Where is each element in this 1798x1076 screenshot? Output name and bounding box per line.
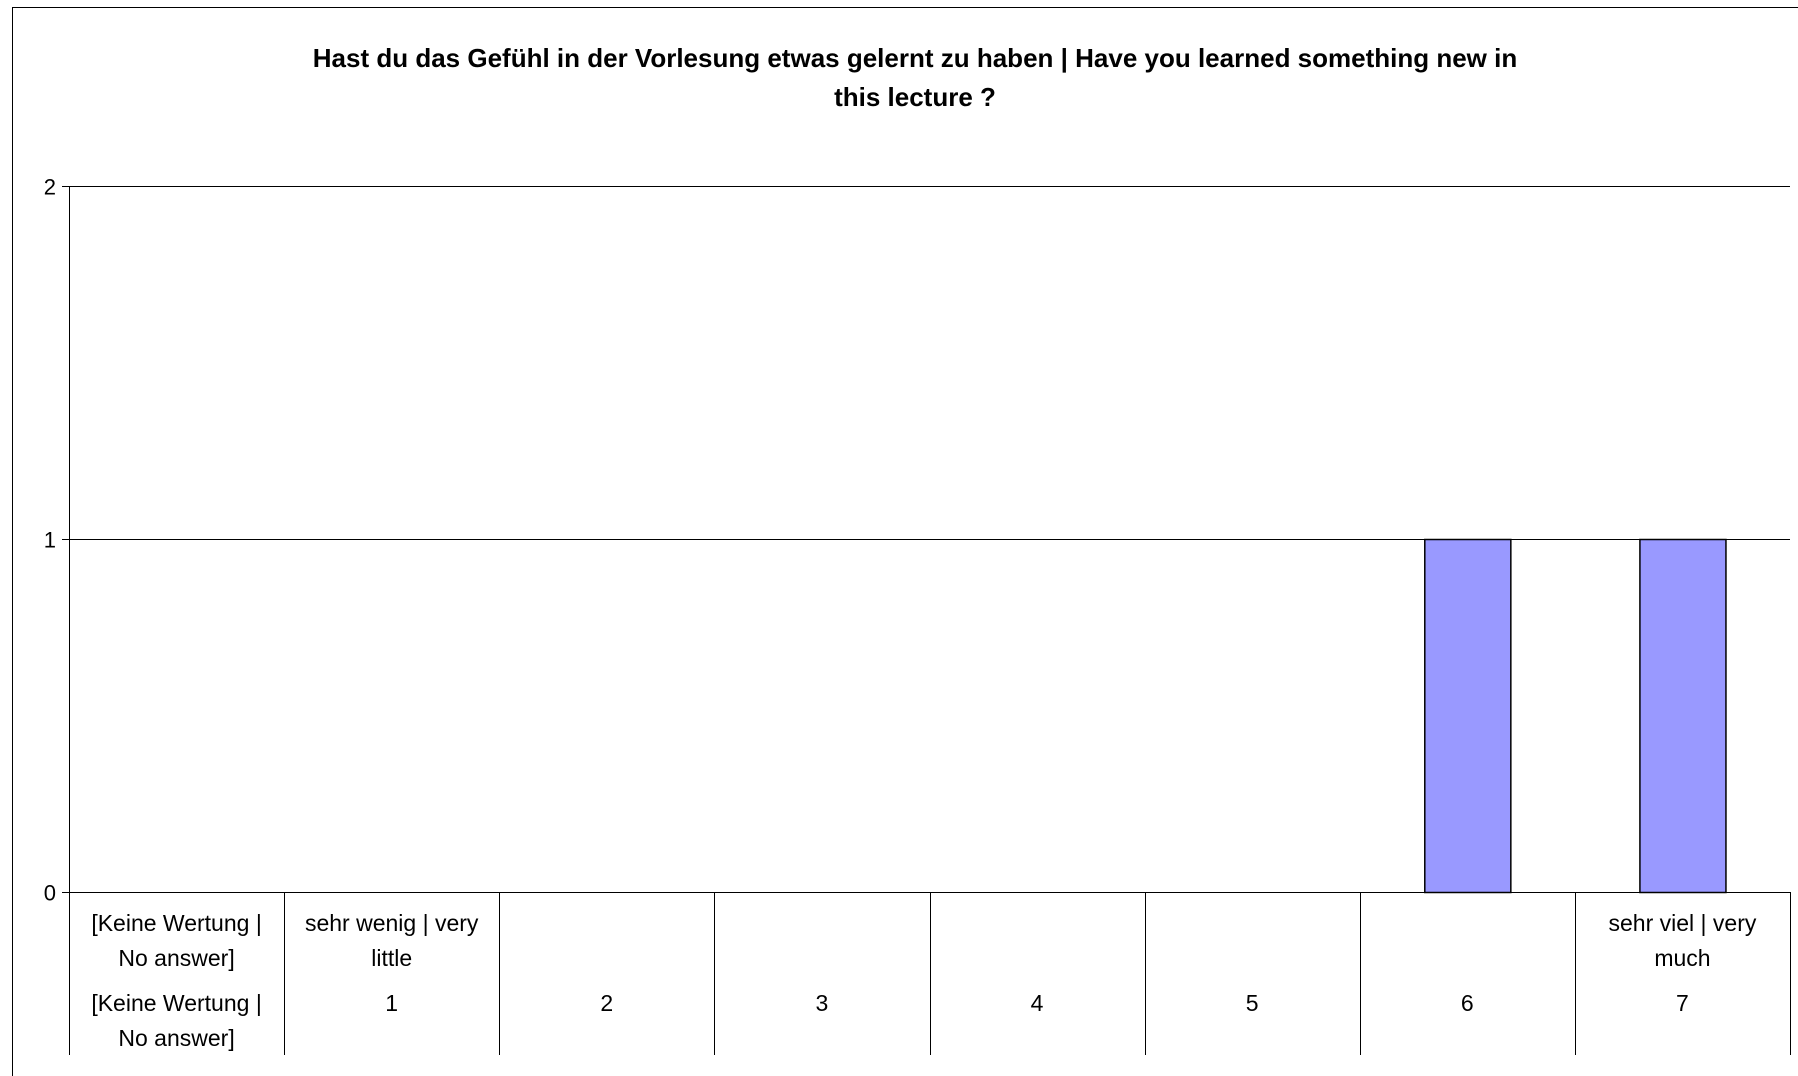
category-value-label-3-line-0: 3: [816, 990, 829, 1016]
category-value-label-0-line-1: No answer]: [118, 1025, 234, 1051]
category-value-label-7-line-0: 7: [1676, 990, 1689, 1016]
category-label-1-line-0: sehr wenig | very: [305, 910, 479, 936]
y-tick-label-0: 0: [44, 881, 56, 906]
bars: [1424, 538, 1727, 894]
category-value-label-2-line-0: 2: [600, 990, 613, 1016]
x-category-labels: [Keine Wertung | No answer] [Keine Wertung…: [91, 910, 1757, 1051]
category-label-7-line-0: sehr viel | very: [1609, 910, 1757, 936]
y-tick-label-1: 1: [44, 528, 56, 553]
y-tick-label-2: 2: [44, 175, 56, 200]
axes: [62, 186, 1791, 1055]
category-value-label-0-line-0: [Keine Wertung |: [91, 990, 261, 1016]
category-label-0-line-0: [Keine Wertung |: [91, 910, 261, 936]
chart-title: Hast du das Gefühl in der Vorlesung etwa…: [313, 43, 1517, 112]
category-value-label-1-line-0: 1: [385, 990, 398, 1016]
chart-border: [12, 7, 1798, 1076]
category-label-0-line-1: No answer]: [118, 945, 234, 971]
category-label-7-line-1: much: [1654, 945, 1710, 971]
bar-6: [1424, 538, 1512, 894]
category-value-label-6-line-0: 6: [1461, 990, 1474, 1016]
y-tick-labels: 0 1 2: [44, 175, 56, 906]
bar-7: [1639, 538, 1727, 894]
category-label-1-line-1: little: [371, 945, 412, 971]
category-value-label-5-line-0: 5: [1246, 990, 1259, 1016]
category-value-label-4-line-0: 4: [1031, 990, 1044, 1016]
chart-title-line-2: this lecture ?: [834, 82, 996, 112]
chart-title-line-1: Hast du das Gefühl in der Vorlesung etwa…: [313, 43, 1517, 73]
